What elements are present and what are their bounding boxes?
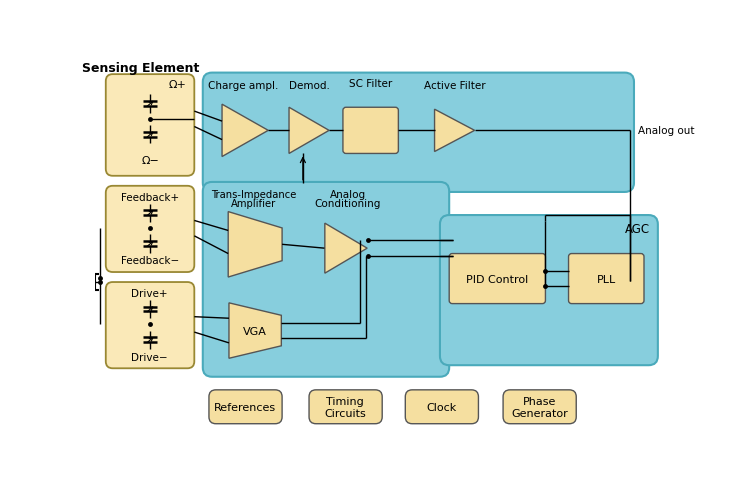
Text: Analog: Analog bbox=[329, 190, 366, 200]
FancyBboxPatch shape bbox=[503, 390, 576, 424]
Text: Ω−: Ω− bbox=[142, 156, 159, 166]
FancyBboxPatch shape bbox=[405, 390, 478, 424]
Text: Active Filter: Active Filter bbox=[424, 81, 486, 91]
Text: Amplifier: Amplifier bbox=[231, 198, 276, 208]
Polygon shape bbox=[325, 224, 367, 273]
FancyBboxPatch shape bbox=[106, 283, 194, 368]
Text: VGA: VGA bbox=[243, 326, 267, 336]
Text: Feedback−: Feedback− bbox=[121, 256, 179, 266]
Polygon shape bbox=[222, 105, 268, 157]
FancyBboxPatch shape bbox=[309, 390, 382, 424]
FancyBboxPatch shape bbox=[449, 254, 545, 304]
FancyBboxPatch shape bbox=[440, 215, 658, 365]
Text: Phase
Generator: Phase Generator bbox=[511, 396, 568, 418]
Text: Trans-Impedance: Trans-Impedance bbox=[211, 190, 297, 200]
Text: Timing
Circuits: Timing Circuits bbox=[324, 396, 366, 418]
Text: Charge ampl.: Charge ampl. bbox=[209, 81, 279, 91]
FancyBboxPatch shape bbox=[209, 390, 282, 424]
Polygon shape bbox=[434, 110, 475, 152]
Polygon shape bbox=[228, 212, 282, 277]
Text: Drive+: Drive+ bbox=[131, 288, 168, 298]
Text: Drive−: Drive− bbox=[131, 352, 168, 362]
FancyBboxPatch shape bbox=[203, 74, 634, 193]
Text: Analog out: Analog out bbox=[638, 126, 694, 136]
Text: References: References bbox=[214, 402, 276, 412]
Text: Clock: Clock bbox=[426, 402, 457, 412]
Text: Feedback+: Feedback+ bbox=[121, 192, 179, 202]
Text: Conditioning: Conditioning bbox=[314, 198, 381, 208]
Text: Demod.: Demod. bbox=[288, 81, 329, 91]
Text: Sensing Element: Sensing Element bbox=[83, 61, 200, 75]
FancyBboxPatch shape bbox=[203, 182, 449, 377]
Text: Ω+: Ω+ bbox=[168, 80, 186, 90]
FancyBboxPatch shape bbox=[568, 254, 644, 304]
Polygon shape bbox=[229, 303, 282, 359]
FancyBboxPatch shape bbox=[106, 75, 194, 176]
Text: PLL: PLL bbox=[597, 274, 616, 284]
Polygon shape bbox=[289, 108, 329, 154]
FancyBboxPatch shape bbox=[106, 186, 194, 272]
Text: AGC: AGC bbox=[625, 223, 650, 236]
Text: SC Filter: SC Filter bbox=[349, 79, 393, 89]
FancyBboxPatch shape bbox=[343, 108, 399, 154]
Text: PID Control: PID Control bbox=[466, 274, 528, 284]
